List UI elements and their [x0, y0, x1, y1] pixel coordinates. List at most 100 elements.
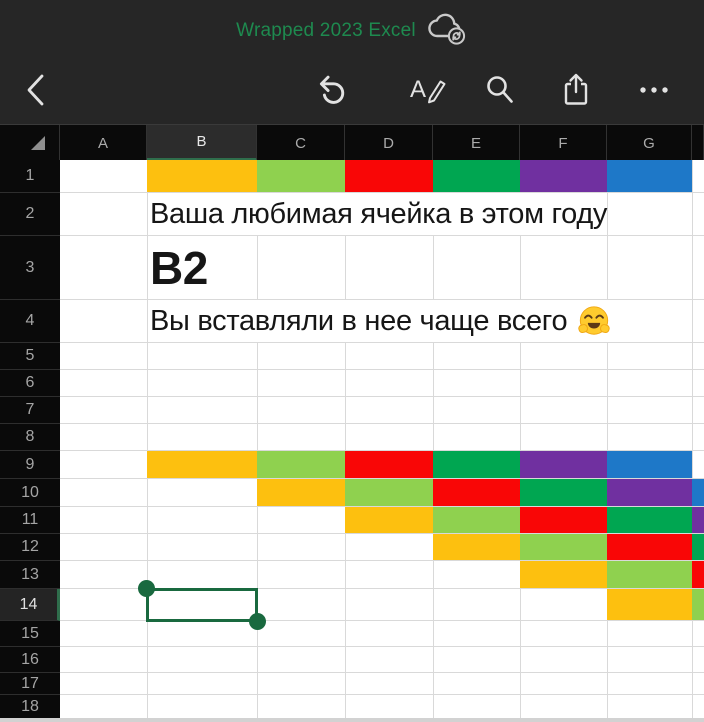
column-header-F[interactable]: F: [520, 125, 607, 161]
cell-E1[interactable]: [433, 160, 520, 192]
row-header-13[interactable]: 13: [0, 561, 60, 589]
cell-F12[interactable]: [520, 534, 607, 560]
row-header-17[interactable]: 17: [0, 673, 60, 695]
cell-G11[interactable]: [607, 507, 692, 533]
format-button[interactable]: A: [406, 68, 450, 112]
column-header-G[interactable]: G: [607, 125, 692, 161]
svg-text:A: A: [410, 76, 426, 103]
cell-F9[interactable]: [520, 451, 607, 478]
row-header-6[interactable]: 6: [0, 370, 60, 397]
select-all-corner[interactable]: [0, 125, 60, 161]
gridline-horizontal: [60, 478, 704, 479]
cell-F1[interactable]: [520, 160, 607, 192]
row-header-4[interactable]: 4: [0, 300, 60, 343]
cell-H12[interactable]: [692, 534, 704, 560]
row-header-3[interactable]: 3: [0, 236, 60, 300]
cell-D10[interactable]: [345, 479, 433, 506]
row-header-8[interactable]: 8: [0, 424, 60, 451]
column-header-B[interactable]: B: [147, 125, 257, 161]
row-header-11[interactable]: 11: [0, 507, 60, 534]
gridline-horizontal: [60, 423, 704, 424]
cell-F13[interactable]: [520, 561, 607, 588]
row-header-1[interactable]: 1: [0, 160, 60, 193]
gridline-horizontal: [60, 533, 704, 534]
gridline-vertical: [147, 160, 148, 719]
row-header-18[interactable]: 18: [0, 695, 60, 719]
document-title: Wrapped 2023 Excel: [236, 19, 416, 41]
undo-button[interactable]: [310, 68, 354, 112]
column-header-A[interactable]: A: [60, 125, 147, 161]
row-header-7[interactable]: 7: [0, 397, 60, 424]
cell-H14[interactable]: [692, 589, 704, 620]
search-button[interactable]: [478, 68, 522, 112]
share-button[interactable]: [554, 68, 598, 112]
cloud-sync-icon[interactable]: [426, 11, 468, 50]
gridline-vertical: [692, 160, 693, 719]
cell-D11[interactable]: [345, 507, 433, 533]
cell-H13[interactable]: [692, 561, 704, 588]
title-group: Wrapped 2023 Excel: [236, 11, 468, 54]
gridline-horizontal: [60, 299, 704, 300]
gridline-horizontal: [60, 369, 704, 370]
cell-B9[interactable]: [147, 451, 257, 478]
cell-D9[interactable]: [345, 451, 433, 478]
row-header-16[interactable]: 16: [0, 647, 60, 673]
cell-D1[interactable]: [345, 160, 433, 192]
row-header-2[interactable]: 2: [0, 193, 60, 236]
gridline-horizontal: [60, 646, 704, 647]
row-header-10[interactable]: 10: [0, 479, 60, 507]
more-button[interactable]: [632, 68, 676, 112]
gridline-horizontal: [60, 192, 704, 193]
gridline-horizontal: [60, 450, 704, 451]
gridline-vertical: [607, 160, 608, 719]
gridline-horizontal: [60, 235, 704, 236]
gridline-horizontal: [60, 396, 704, 397]
cell-B3[interactable]: B2: [150, 236, 208, 299]
cell-G14[interactable]: [607, 589, 692, 620]
back-button[interactable]: [14, 68, 58, 112]
cell-E11[interactable]: [433, 507, 520, 533]
toolbar: A: [0, 54, 704, 124]
cell-H10[interactable]: [692, 479, 704, 506]
cell-E12[interactable]: [433, 534, 520, 560]
row-header-14[interactable]: 14: [0, 589, 60, 621]
cell-G10[interactable]: [607, 479, 692, 506]
cell-G1[interactable]: [607, 160, 692, 192]
column-header-partial[interactable]: [692, 125, 704, 161]
row-header-12[interactable]: 12: [0, 534, 60, 561]
row-header-9[interactable]: 9: [0, 451, 60, 479]
gridline-vertical: [433, 160, 434, 719]
cell-C9[interactable]: [257, 451, 345, 478]
cell-G9[interactable]: [607, 451, 692, 478]
cell-E10[interactable]: [433, 479, 520, 506]
gridline-horizontal: [60, 694, 704, 695]
selection-handle-top-left[interactable]: [138, 580, 155, 597]
cell-B2[interactable]: Ваша любимая ячейка в этом году: [150, 193, 607, 235]
cell-C1[interactable]: [257, 160, 345, 192]
row-header-5[interactable]: 5: [0, 343, 60, 370]
gridline-horizontal: [60, 620, 704, 621]
corner-triangle-icon: [31, 136, 45, 150]
column-header-D[interactable]: D: [345, 125, 433, 161]
cell-H11[interactable]: [692, 507, 704, 533]
row-header-15[interactable]: 15: [0, 621, 60, 647]
cell-F11[interactable]: [520, 507, 607, 533]
chevron-back-icon: [27, 74, 44, 106]
cell-E9[interactable]: [433, 451, 520, 478]
column-header-C[interactable]: C: [257, 125, 345, 161]
cell-B1[interactable]: [147, 160, 257, 192]
ellipsis-icon: [640, 87, 668, 93]
cell-text-B4: Вы вставляли в нее чаще всего: [150, 304, 568, 337]
gridline-vertical: [520, 160, 521, 719]
cell-C10[interactable]: [257, 479, 345, 506]
column-header-E[interactable]: E: [433, 125, 520, 161]
hugging-face-emoji: [577, 304, 611, 338]
cell-G13[interactable]: [607, 561, 692, 588]
cell-F10[interactable]: [520, 479, 607, 506]
selection-handle-bottom-right[interactable]: [249, 613, 266, 630]
selection-box[interactable]: [146, 588, 258, 622]
cell-G12[interactable]: [607, 534, 692, 560]
font-format-pencil-icon: A: [410, 76, 446, 104]
cell-B4[interactable]: Вы вставляли в нее чаще всего: [150, 300, 612, 342]
